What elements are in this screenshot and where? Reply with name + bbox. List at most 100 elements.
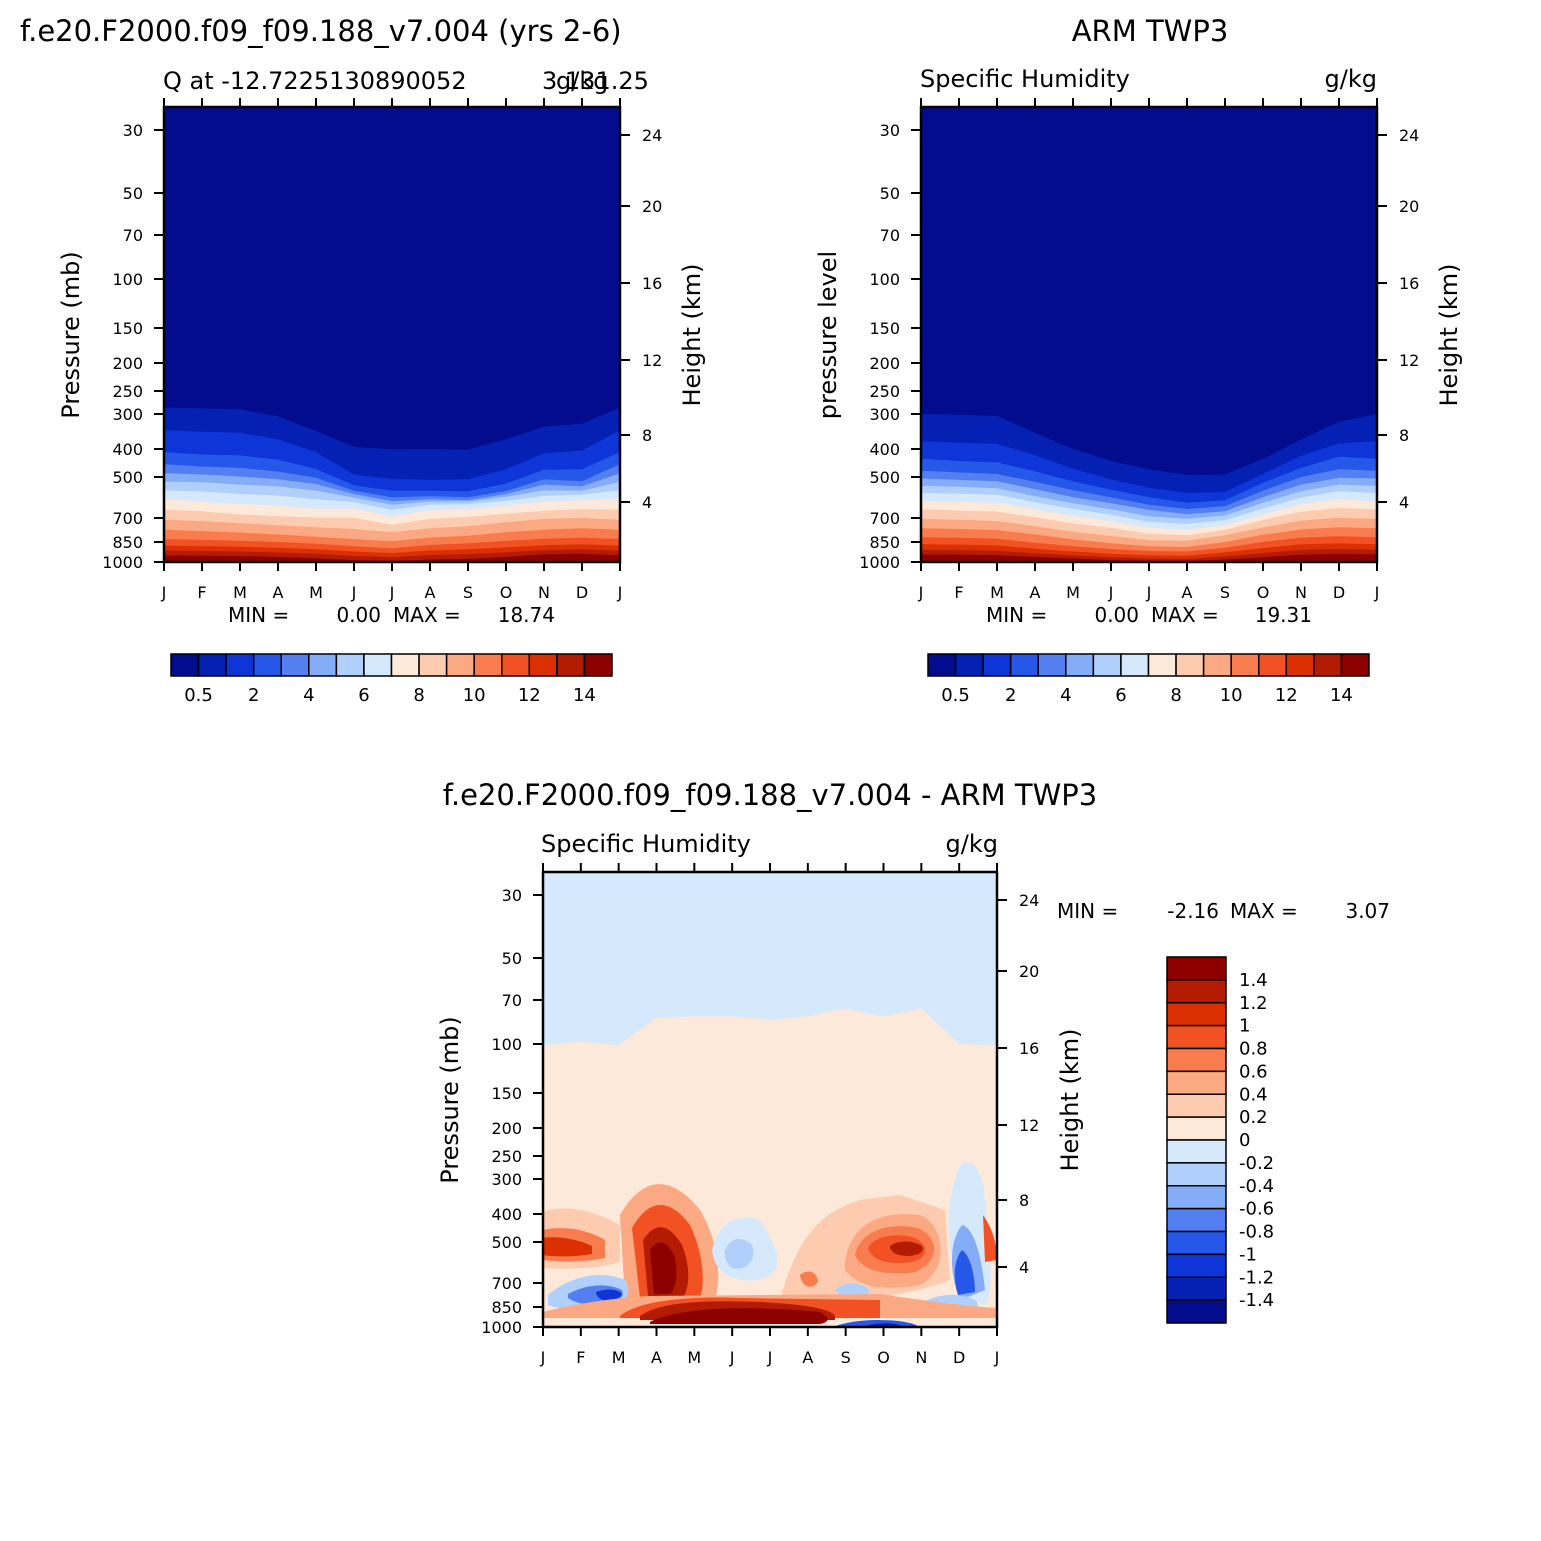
colorbar-label: 0.2 (1239, 1107, 1268, 1128)
panel-diff-min-label: MIN = (1057, 899, 1118, 923)
colorbar-swatch (473, 653, 503, 677)
colorbar-swatch (308, 653, 338, 677)
colorbar-label: 14 (1330, 685, 1353, 706)
x-tick-label: D (1333, 583, 1345, 602)
x-tick-label: O (1257, 583, 1270, 602)
y-tick-label: 50 (502, 949, 522, 968)
x-tick-label: J (161, 583, 167, 602)
colorbar-label: 12 (1275, 685, 1298, 706)
y2-tick-label: 8 (1399, 426, 1409, 445)
colorbar-swatch (335, 653, 365, 677)
y-tick-label: 70 (502, 991, 522, 1010)
panel-diff-axes: J F M A M J J A S O N D J 30 50 70 100 150 200 250 300 400 500… (481, 863, 1039, 1367)
colorbar-swatch (1166, 1276, 1227, 1301)
y-tick-label: 50 (880, 184, 900, 203)
x-tick-label: F (576, 1348, 585, 1367)
colorbar-swatch (1147, 653, 1177, 677)
x-tick-label: J (1374, 583, 1380, 602)
y-tick-label: 30 (502, 886, 522, 905)
x-tick-label: N (915, 1348, 927, 1367)
colorbar-swatch (556, 653, 586, 677)
y2-tick-label: 16 (1019, 1039, 1039, 1058)
colorbar-label: -1.4 (1239, 1290, 1274, 1311)
colorbar-swatch (528, 653, 558, 677)
x-tick-label: M (687, 1348, 701, 1367)
colorbar-label: -0.8 (1239, 1222, 1274, 1243)
y-tick-label: 70 (123, 226, 143, 245)
y-tick-label: 500 (869, 468, 900, 487)
colorbar-swatch (954, 653, 984, 677)
x-tick-label: J (918, 583, 924, 602)
y-tick-label: 250 (491, 1147, 522, 1166)
y-tick-label: 1000 (481, 1318, 522, 1337)
panel-diff-y2label: Height (km) (1056, 1029, 1084, 1172)
panel-model-title: f.e20.F2000.f09_f09.188_v7.004 (yrs 2-6) (20, 14, 622, 48)
colorbar-label: 4 (1060, 685, 1071, 706)
y-tick-label: 700 (112, 509, 143, 528)
colorbar-swatch (1313, 653, 1343, 677)
colorbar-swatch (927, 653, 957, 677)
panel-obs: ARM TWP3 Specific Humidity g/kg J F M A M J J A… (814, 14, 1463, 706)
panel-model-ylabel: Pressure (mb) (57, 251, 85, 418)
x-tick-label: N (1295, 583, 1307, 602)
colorbar-label: 0.5 (941, 685, 970, 706)
colorbar-label: -0.2 (1239, 1153, 1274, 1174)
y2-tick-label: 12 (642, 351, 662, 370)
y2-tick-label: 4 (642, 493, 652, 512)
colorbar-label: -1.2 (1239, 1267, 1274, 1288)
y-tick-label: 1000 (102, 553, 143, 572)
x-tick-label: S (1220, 583, 1230, 602)
colorbar-label: 0.5 (184, 685, 213, 706)
x-tick-label: A (651, 1348, 662, 1367)
colorbar-swatch (1166, 1299, 1227, 1324)
colorbar-swatch (363, 653, 393, 677)
y2-tick-label: 20 (1019, 962, 1039, 981)
y-tick-label: 400 (491, 1205, 522, 1224)
colorbar-swatch (252, 653, 282, 677)
y2-tick-label: 20 (1399, 197, 1419, 216)
colorbar-label: 1.4 (1239, 970, 1268, 991)
colorbar-label: 2 (248, 685, 259, 706)
colorbar-swatch (1166, 1047, 1227, 1073)
x-tick-label: A (425, 583, 436, 602)
panel-model-subtitle: Q at -12.7225130890052 (163, 67, 467, 95)
panel-obs-colorbar: 0.5 2 4 6 8 10 12 14 (927, 653, 1370, 706)
y-tick-label: 700 (491, 1274, 522, 1293)
y-tick-label: 850 (491, 1298, 522, 1317)
y-tick-label: 50 (123, 184, 143, 203)
y2-tick-label: 8 (642, 426, 652, 445)
panel-model: f.e20.F2000.f09_f09.188_v7.004 (yrs 2-6)… (20, 14, 706, 706)
y2-tick-label: 16 (642, 274, 662, 293)
colorbar-label: 4 (303, 685, 314, 706)
colorbar-swatch (1166, 1162, 1227, 1187)
panel-model-min-value: 0.00 (336, 603, 381, 627)
colorbar-swatch (1166, 1024, 1227, 1050)
panel-model-max-value: 18.74 (498, 603, 555, 627)
diff-anomaly-shapes (543, 1162, 997, 1327)
colorbar-swatch (1166, 1002, 1227, 1027)
panel-obs-axes: J F M A M J J A S O N D J 30 50 70 100 150 200 250 300 400 500… (859, 98, 1419, 602)
panel-model-colorbar: 0.5 2 4 6 8 10 12 14 (170, 653, 613, 706)
colorbar-swatch (445, 653, 475, 677)
colorbar-swatch (225, 653, 255, 677)
panel-obs-contour-field (921, 107, 1377, 562)
colorbar-label: 6 (358, 685, 369, 706)
panel-model-axes: J F M A M J J A S O N D J 30 50 70 100 150 200 250 300 400 500… (102, 98, 662, 602)
panel-diff: f.e20.F2000.f09_f09.188_v7.004 - ARM TWP… (436, 778, 1390, 1367)
colorbar-label: 1.2 (1239, 993, 1268, 1014)
x-tick-label: O (500, 583, 513, 602)
x-tick-label: D (576, 583, 588, 602)
colorbar-swatch (1166, 1230, 1227, 1256)
y2-tick-label: 12 (1019, 1116, 1039, 1135)
y-tick-label: 300 (112, 405, 143, 424)
panel-model-min-label: MIN = (228, 603, 289, 627)
colorbar-swatch (1092, 653, 1122, 677)
colorbar-label: 2 (1005, 685, 1016, 706)
x-tick-label: J (389, 583, 395, 602)
colorbar-label: -0.6 (1239, 1199, 1274, 1220)
x-tick-label: M (233, 583, 247, 602)
x-tick-label: J (617, 583, 623, 602)
x-tick-label: J (540, 1348, 546, 1367)
panel-diff-max-value: 3.07 (1345, 899, 1390, 923)
